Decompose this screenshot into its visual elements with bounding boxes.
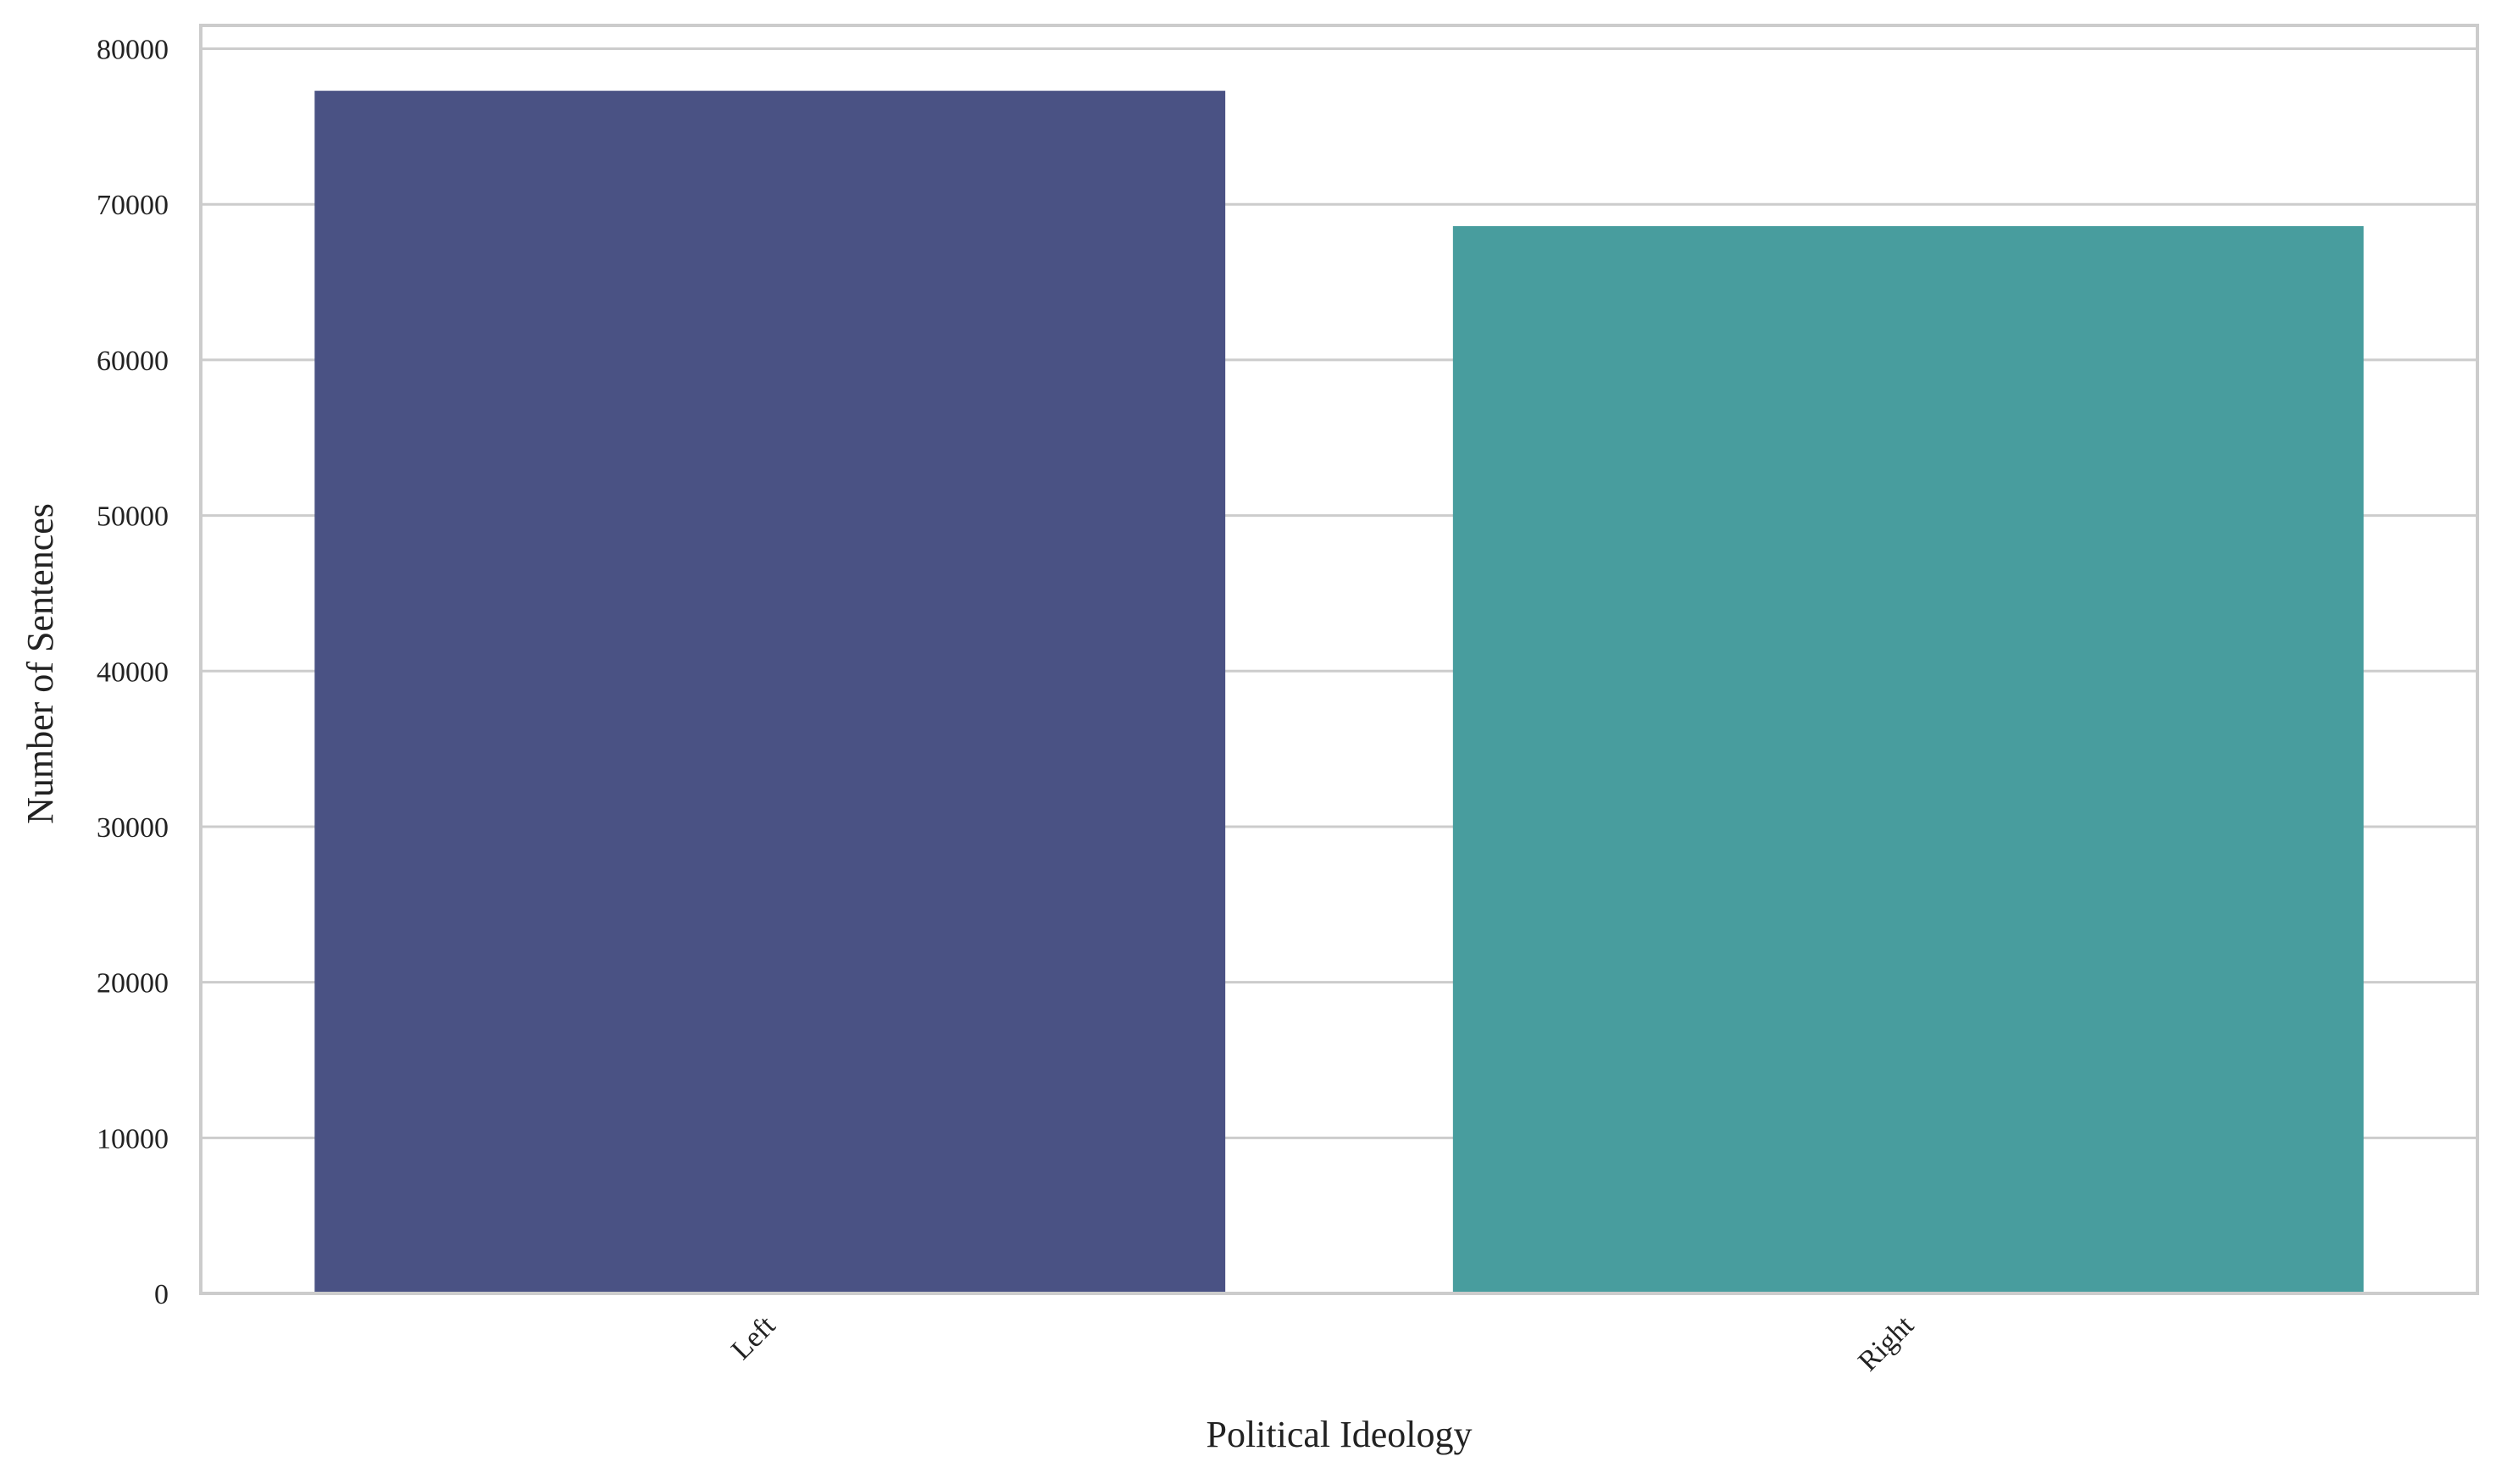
y-tick-label: 70000	[97, 190, 169, 221]
y-tick-label: 40000	[97, 656, 169, 688]
x-tick-label: Left	[725, 1310, 782, 1366]
y-tick-label: 10000	[97, 1123, 169, 1155]
y-axis-ticks: 0 10000 20000 30000 40000 50000 60000 70000 8000…	[97, 35, 169, 1310]
x-tick-label: Right	[1852, 1310, 1920, 1377]
y-tick-label: 50000	[97, 501, 169, 533]
plot-frame	[199, 24, 2479, 1295]
y-tick-label: 20000	[97, 968, 169, 999]
y-tick-label: 80000	[97, 35, 169, 66]
x-axis-title: Political Ideology	[1206, 1414, 1472, 1455]
bars	[314, 91, 2364, 1294]
y-tick-label: 60000	[97, 346, 169, 377]
x-axis-ticks: Left Right	[725, 1310, 1920, 1377]
bar-left	[314, 91, 1226, 1294]
y-tick-label: 0	[154, 1279, 169, 1310]
y-tick-label: 30000	[97, 812, 169, 844]
bar-right	[1452, 225, 2364, 1293]
y-axis-title: Number of Sentences	[19, 503, 61, 824]
